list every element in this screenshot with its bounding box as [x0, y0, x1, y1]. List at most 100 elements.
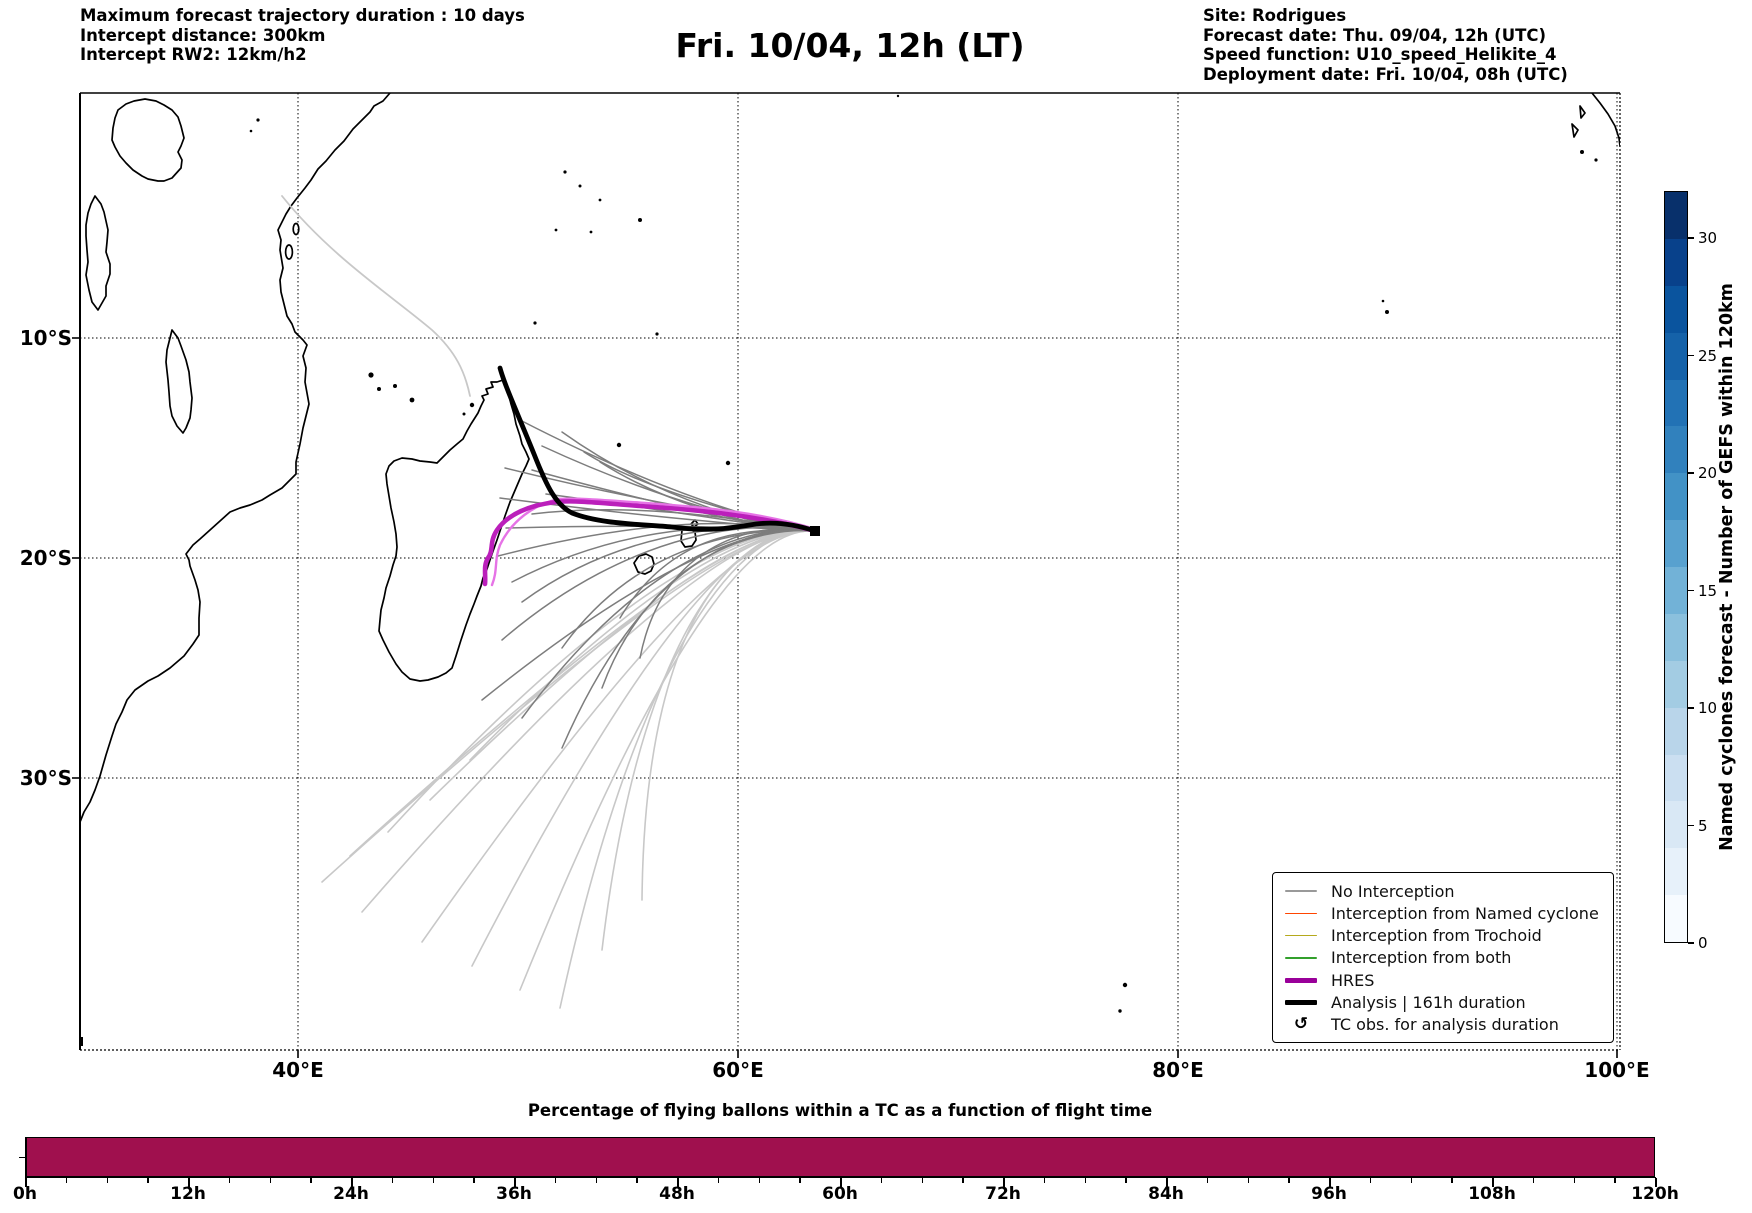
- colorbar-block: [1665, 332, 1687, 380]
- trajectories-light-gray: [281, 195, 816, 1009]
- colorbar-tick-label: 5: [1698, 816, 1708, 835]
- bottom-xtick-minor: [147, 1178, 149, 1183]
- bottom-xtick-label: 0h: [13, 1184, 37, 1204]
- balloon-trajectory-light: [471, 529, 816, 967]
- legend-item: Interception from Named cyclone: [1285, 902, 1603, 924]
- bottom-xtick-minor: [391, 1178, 394, 1183]
- colorbar-block: [1665, 520, 1687, 567]
- bottom-chart-x-axis: [25, 1176, 1656, 1179]
- colorbar-tick-label: 30: [1698, 229, 1718, 247]
- bottom-xtick-label: 12h: [170, 1184, 206, 1204]
- bottom-xtick-minor: [1614, 1178, 1616, 1183]
- bottom-chart-y-tick: [19, 1157, 25, 1159]
- legend-item: Interception from both: [1285, 947, 1603, 969]
- bottom-xtick-minor: [758, 1178, 761, 1183]
- bottom-xtick-minor: [921, 1178, 924, 1183]
- map-frame: [79, 92, 1621, 1051]
- legend-line: [1285, 957, 1317, 959]
- bottom-xtick-label: 96h: [1311, 1184, 1347, 1204]
- legend-item: Analysis | 161h duration: [1285, 992, 1603, 1014]
- legend-item-label: HRES: [1331, 970, 1375, 990]
- bottom-xtick-minor: [636, 1178, 638, 1183]
- bottom-xtick-minor: [1247, 1178, 1250, 1183]
- site-line-3: Speed function: U10_speed_Helikite_4: [1203, 45, 1557, 64]
- balloon-trajectory-light: [361, 529, 816, 913]
- bottom-xtick-minor: [799, 1178, 801, 1183]
- colorbar-tick: [1688, 237, 1694, 239]
- balloon-trajectory: [601, 529, 816, 689]
- bottom-chart-title: Percentage of flying ballons within a TC…: [527, 1101, 1153, 1120]
- map-xtick-label: 40°E: [272, 1058, 324, 1082]
- bottom-xtick-label: 36h: [496, 1184, 532, 1204]
- bottom-xtick-label: 84h: [1148, 1184, 1184, 1204]
- balloon-trajectory-light: [387, 529, 816, 833]
- bottom-xtick: [1003, 1178, 1005, 1187]
- colorbar-block: [1665, 895, 1687, 942]
- legend-item: No Interception: [1285, 880, 1603, 902]
- site-line-1: Site: Rodrigues: [1203, 6, 1347, 25]
- bottom-xtick-minor: [1532, 1178, 1535, 1183]
- site-line-4: Deployment date: Fri. 10/04, 08h (UTC): [1203, 64, 1568, 84]
- bottom-xtick-minor: [1084, 1178, 1087, 1183]
- colorbar-tick-label: 15: [1698, 581, 1718, 600]
- bottom-xtick-label: 48h: [659, 1184, 695, 1204]
- tc-obs-icon: ↺: [1285, 1016, 1317, 1033]
- legend-item-label: No Interception: [1331, 881, 1455, 901]
- map-axis-ticks: [72, 337, 1618, 1058]
- bottom-xtick-minor: [473, 1178, 475, 1183]
- legend-line-swatch: [1285, 934, 1317, 937]
- small-islands: [80, 94, 1598, 1046]
- bottom-xtick: [1492, 1178, 1494, 1187]
- colorbar-block: [1665, 379, 1687, 427]
- bottom-xtick-label: 108h: [1468, 1184, 1516, 1204]
- legend: No Interception Interception from Named c…: [1272, 872, 1614, 1043]
- colorbar-tick-label: 20: [1698, 464, 1718, 482]
- bottom-xtick-minor: [554, 1178, 557, 1183]
- legend-line: [1285, 890, 1317, 892]
- map-xtick-label: 80°E: [1152, 1058, 1204, 1082]
- bottom-xtick-minor: [1206, 1178, 1209, 1183]
- bottom-chart-bar: [25, 1137, 1655, 1177]
- colorbar-block: [1665, 754, 1687, 802]
- param-line-3: Intercept RW2: 12km/h2: [80, 45, 307, 64]
- bottom-xtick-label: 24h: [333, 1184, 369, 1204]
- legend-item-label: TC obs. for analysis duration: [1331, 1015, 1559, 1035]
- colorbar-label: Named cyclones forecast - Number of GEFS…: [1717, 283, 1737, 851]
- map-xtick-label: 100°E: [1584, 1058, 1650, 1082]
- bottom-chart-left-spine: [25, 1137, 27, 1178]
- colorbar-block: [1665, 613, 1687, 661]
- legend-line-swatch: [1285, 978, 1317, 983]
- bottom-xtick: [1655, 1178, 1657, 1187]
- bottom-xtick: [1329, 1178, 1331, 1187]
- bottom-xtick-minor: [65, 1178, 68, 1183]
- map-gridlines: [80, 93, 1620, 1050]
- legend-item: HRES: [1285, 969, 1603, 991]
- bottom-xtick-label: 120h: [1631, 1184, 1679, 1204]
- balloon-trajectory-light: [349, 529, 816, 857]
- legend-line-swatch: [1285, 1000, 1317, 1005]
- bottom-xtick-label: 72h: [985, 1184, 1021, 1204]
- bottom-xtick-minor: [962, 1178, 964, 1183]
- bottom-xtick-minor: [1369, 1178, 1372, 1183]
- bottom-xtick: [188, 1178, 190, 1187]
- bottom-xtick: [1166, 1178, 1168, 1187]
- balloon-trajectory-light: [641, 529, 816, 901]
- site-line-2: Forecast date: Thu. 09/04, 12h (UTC): [1203, 25, 1547, 45]
- colorbar-block: [1665, 473, 1687, 521]
- colorbar-block: [1665, 285, 1687, 333]
- bottom-xtick-minor: [1573, 1178, 1576, 1183]
- colorbar-block: [1665, 801, 1687, 849]
- balloon-trajectory-light: [559, 529, 816, 1009]
- legend-line-swatch: [1285, 912, 1317, 915]
- hres-companion-track: [490, 497, 817, 587]
- bottom-xtick-minor: [717, 1178, 720, 1183]
- analysis-track: [497, 365, 818, 534]
- bottom-xtick-minor: [1288, 1178, 1290, 1183]
- legend-line: [1285, 978, 1317, 983]
- param-line-1: Maximum forecast trajectory duration : 1…: [80, 6, 525, 25]
- colorbar-tick: [1688, 942, 1694, 944]
- balloon-trajectory-light: [601, 529, 816, 951]
- bottom-xtick-minor: [269, 1178, 272, 1183]
